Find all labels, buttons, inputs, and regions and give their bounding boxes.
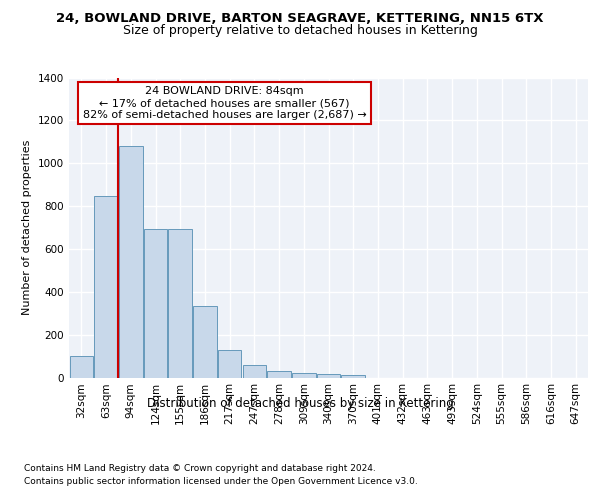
Bar: [268, 371, 291, 378]
Text: 24, BOWLAND DRIVE, BARTON SEAGRAVE, KETTERING, NN15 6TX: 24, BOWLAND DRIVE, BARTON SEAGRAVE, KETT…: [56, 12, 544, 26]
Bar: [94, 196, 118, 378]
Text: 24 BOWLAND DRIVE: 84sqm
← 17% of detached houses are smaller (567)
82% of semi-d: 24 BOWLAND DRIVE: 84sqm ← 17% of detache…: [83, 86, 367, 120]
Bar: [218, 350, 241, 378]
Bar: [341, 376, 365, 378]
Bar: [193, 306, 217, 378]
Text: Contains HM Land Registry data © Crown copyright and database right 2024.: Contains HM Land Registry data © Crown c…: [24, 464, 376, 473]
Text: Distribution of detached houses by size in Kettering: Distribution of detached houses by size …: [146, 398, 454, 410]
Y-axis label: Number of detached properties: Number of detached properties: [22, 140, 32, 315]
Bar: [70, 356, 93, 378]
Bar: [292, 373, 316, 378]
Bar: [242, 364, 266, 378]
Bar: [169, 228, 192, 378]
Bar: [144, 228, 167, 378]
Bar: [317, 374, 340, 378]
Text: Size of property relative to detached houses in Kettering: Size of property relative to detached ho…: [122, 24, 478, 37]
Bar: [119, 146, 143, 378]
Text: Contains public sector information licensed under the Open Government Licence v3: Contains public sector information licen…: [24, 478, 418, 486]
